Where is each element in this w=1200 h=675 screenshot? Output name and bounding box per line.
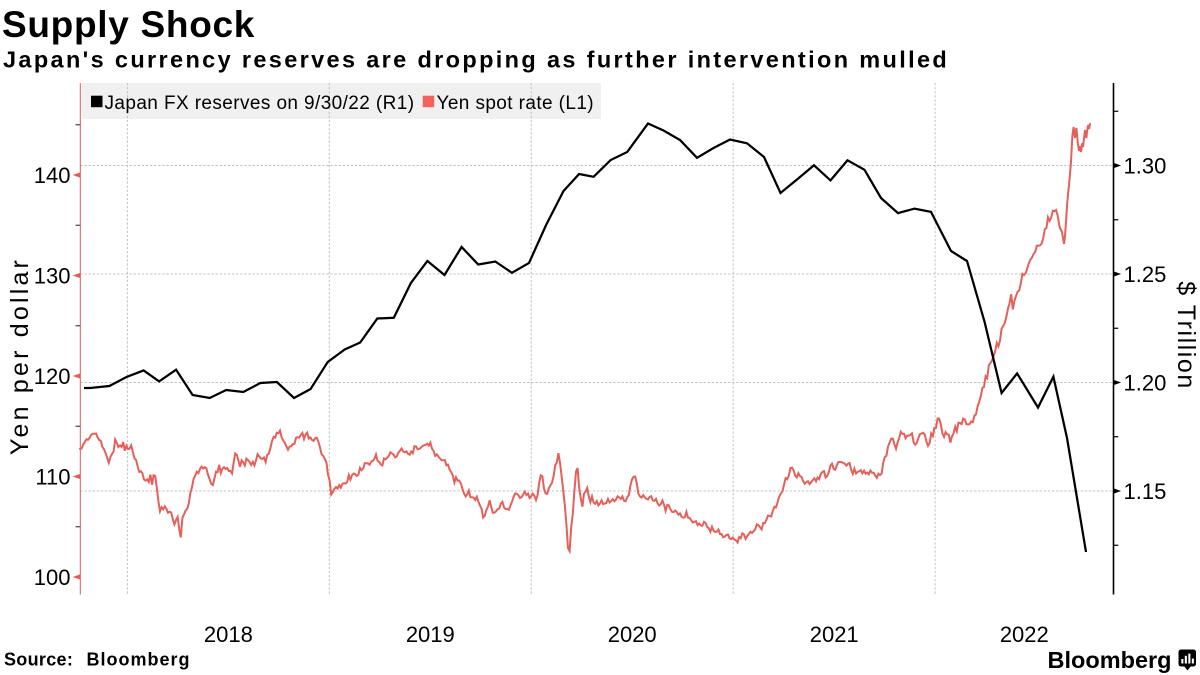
svg-text:Bloomberg: Bloomberg [1048, 647, 1172, 673]
svg-text:1.25: 1.25 [1124, 262, 1167, 287]
svg-text:1.30: 1.30 [1124, 154, 1167, 179]
svg-text:2019: 2019 [406, 622, 455, 647]
svg-text:Source:: Source: [4, 650, 73, 670]
svg-text:120: 120 [34, 364, 71, 389]
svg-text:Yen spot rate (L1): Yen spot rate (L1) [437, 93, 595, 114]
svg-text:1.20: 1.20 [1124, 371, 1167, 396]
svg-text:1.15: 1.15 [1124, 479, 1167, 504]
svg-text:2018: 2018 [204, 622, 253, 647]
svg-text:100: 100 [34, 565, 71, 590]
svg-text:$ Trillion: $ Trillion [1172, 281, 1200, 390]
svg-text:Japan FX reserves on 9/30/22 (: Japan FX reserves on 9/30/22 (R1) [105, 93, 415, 114]
svg-text:Bloomberg: Bloomberg [87, 650, 191, 670]
svg-text:140: 140 [34, 163, 71, 188]
svg-text:Supply Shock: Supply Shock [2, 4, 255, 45]
svg-text:Japan's currency reserves are: Japan's currency reserves are dropping a… [3, 47, 949, 73]
svg-text:Yen per dollar: Yen per dollar [6, 257, 34, 455]
svg-text:2022: 2022 [1000, 622, 1049, 647]
svg-text:110: 110 [35, 465, 70, 490]
svg-text:130: 130 [34, 264, 71, 289]
svg-text:2020: 2020 [608, 622, 657, 647]
svg-text:2021: 2021 [810, 622, 859, 647]
